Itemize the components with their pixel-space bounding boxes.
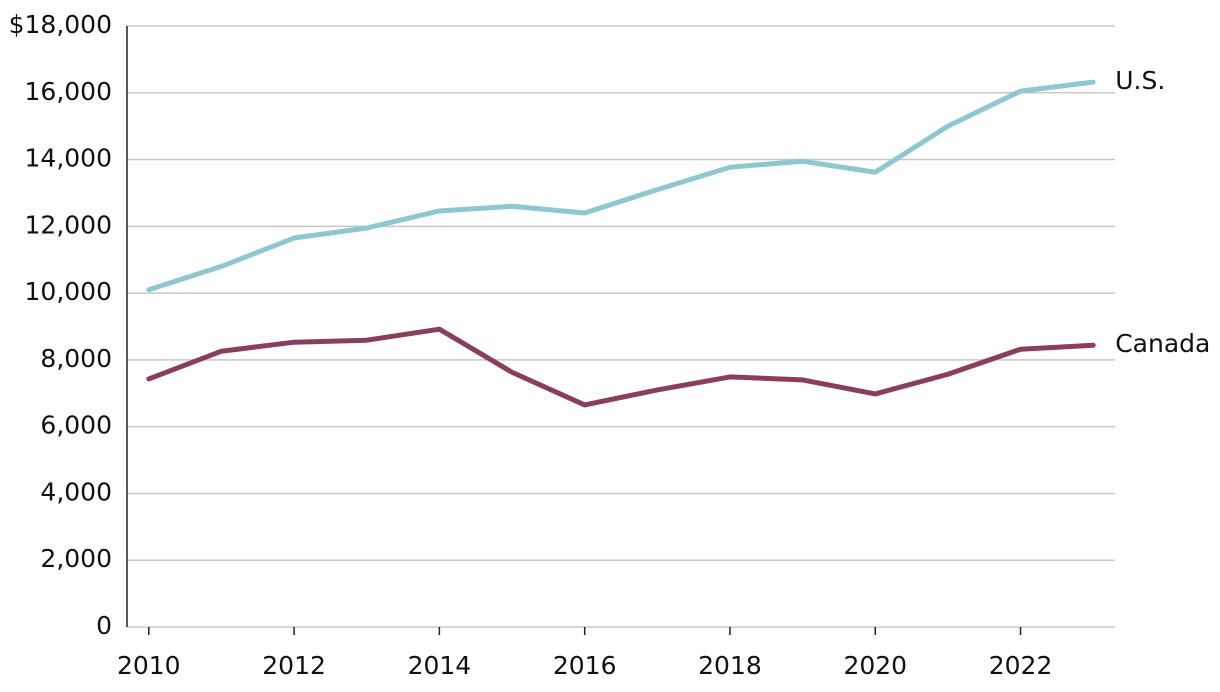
x-tick-label: 2020 (843, 651, 907, 680)
series-label: Canada (1115, 329, 1210, 358)
y-tick-label: 16,000 (25, 77, 112, 106)
y-tick-label: 12,000 (25, 210, 112, 239)
series-label: U.S. (1115, 66, 1165, 95)
x-tick-label: 2010 (117, 651, 181, 680)
y-tick-label: 4,000 (40, 477, 112, 506)
y-tick-label: 6,000 (40, 411, 112, 440)
x-tick-label: 2016 (553, 651, 617, 680)
y-tick-label: $18,000 (9, 10, 112, 39)
y-tick-label: 2,000 (40, 544, 112, 573)
series-line (146, 326, 1096, 408)
y-tick-label: 0 (96, 611, 112, 640)
x-tick-label: 2012 (262, 651, 326, 680)
series-line (146, 79, 1096, 293)
y-tick-label: 14,000 (25, 144, 112, 173)
y-tick-label: 8,000 (40, 344, 112, 373)
x-tick-label: 2022 (989, 651, 1053, 680)
x-tick-label: 2014 (408, 651, 472, 680)
y-tick-label: 10,000 (25, 277, 112, 306)
x-tick-label: 2018 (698, 651, 762, 680)
